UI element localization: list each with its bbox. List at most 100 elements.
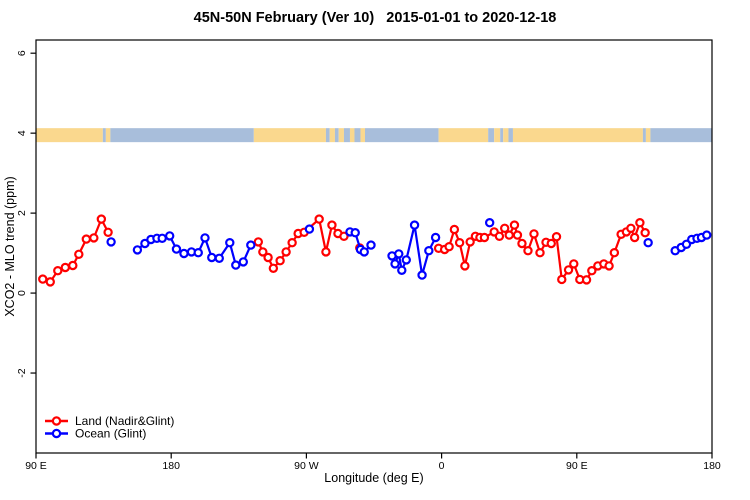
land-data-point [529,229,539,239]
map-band-segment-land [512,128,643,143]
land-data-point [535,247,545,258]
ocean-data-point [164,231,175,241]
land-data-point [68,260,78,271]
land-data-point [444,241,454,252]
land-data-point [314,214,324,224]
map-band-segment-land [105,128,111,143]
land-data-point [517,238,527,249]
map-band-segment-ocean [364,128,439,143]
map-band-segment-ocean [325,128,330,143]
land-data-point [581,275,592,285]
legend-label: Land (Nadir&Glint) [75,414,174,428]
land-data-point [499,223,510,234]
map-band-segment-ocean [488,128,495,143]
legend-label: Ocean (Glint) [75,427,146,441]
x-tick-label: 90 E [25,460,47,472]
land-data-point [509,220,520,230]
ocean-data-point [359,247,369,257]
ocean-data-point [401,255,411,265]
map-band-segment-ocean [110,128,254,143]
land-data-point [60,262,70,273]
map-band-segment-land [494,128,501,143]
land-data-point [258,247,268,257]
land-data-point [96,214,107,224]
land-data-point [604,261,614,271]
map-band-segment-ocean [642,128,646,143]
land-data-point [454,238,465,248]
land-data-point [563,265,574,275]
land-data-point [546,238,556,249]
map-band-segment-ocean [508,128,513,143]
map-band-segment-land [503,128,509,143]
ocean-data-point [171,244,182,254]
x-tick-label: 180 [162,460,180,472]
y-tick-label: -2 [16,368,28,377]
land-data-point [103,227,113,238]
x-axis-title: Longitude (deg E) [324,471,423,485]
ocean-data-point [304,224,315,234]
ocean-data-point [350,228,360,238]
map-band-segment-land [645,128,651,143]
land-data-point [460,261,470,271]
map-band-segment-land [36,128,103,143]
land-data-point [287,238,297,248]
ocean-data-point [238,257,249,267]
land-data-point [626,223,636,234]
ocean-data-point [207,252,217,263]
land-data-point [263,252,273,263]
ocean-data-point [430,232,441,243]
ocean-data-point [409,220,420,230]
ocean-data-point [193,247,203,258]
land-data-point [465,237,475,247]
land-data-point [609,247,620,258]
map-band-segment-land [349,128,355,143]
legend-marker [51,416,62,426]
map-band-segment-ocean [650,128,712,143]
ocean-data-point [132,245,143,255]
map-band-segment-ocean [102,128,106,143]
land-data-point [321,247,331,257]
land-data-point [89,233,99,243]
land-data-point [74,249,84,259]
land-data-point [629,232,640,243]
ocean-data-point [179,248,189,259]
ocean-data-point [231,260,241,270]
land-data-point [327,220,337,230]
map-band-segment-land [360,128,365,143]
land-data-point [635,218,645,228]
ocean-data-point [106,237,116,247]
x-tick-label: 90 W [294,460,319,472]
ocean-data-point [424,245,434,256]
ocean-data-point [702,230,712,240]
land-data-point [281,247,291,257]
land-data-point [81,234,92,244]
ocean-data-point [394,249,404,259]
land-data-point [275,255,285,266]
plot-border [35,39,713,454]
land-data-point [38,274,48,284]
land-series-line [42,218,110,283]
land-data-point [569,259,579,269]
map-band-segment-land [329,128,335,143]
land-data-point [587,265,597,276]
map-band-segment-ocean [343,128,350,143]
land-data-point [479,232,490,243]
land-data-point [640,228,650,238]
map-band-segment-ocean [334,128,339,143]
x-tick-label: 180 [703,460,721,472]
ocean-data-point [157,233,167,244]
map-band-segment-ocean [354,128,361,143]
map-band-segment-ocean [500,128,504,143]
ocean-data-point [225,238,235,248]
ocean-data-point [643,238,653,248]
land-data-point [449,224,460,235]
land-data-point [512,230,523,240]
ocean-data-point [214,253,224,263]
map-band-segment-land [438,128,489,143]
land-data-point [45,277,55,287]
legend-marker [51,428,62,439]
land-data-point [339,231,349,242]
map-band-segment-land [253,128,326,143]
y-axis-title: XCO2 - MLO trend (ppm) [3,176,17,316]
